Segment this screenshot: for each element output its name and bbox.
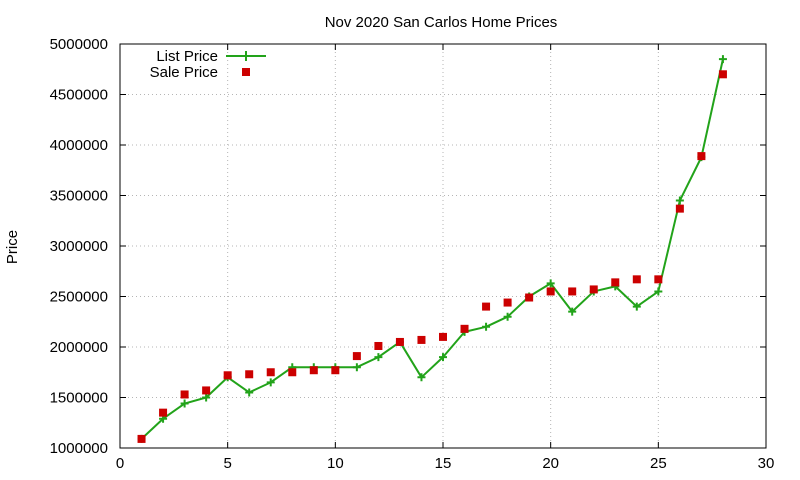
x-tick-label-10: 10 xyxy=(327,455,344,472)
point-list-price-7 xyxy=(266,378,275,387)
point-list-price-12 xyxy=(374,353,383,362)
y-tick-labels: 1000000 1500000 2000000 2500000 3000000 35000… xyxy=(50,36,108,457)
point-list-price-20 xyxy=(546,279,555,288)
point-list-price-17 xyxy=(482,322,491,331)
point-sale-price-25 xyxy=(654,275,663,284)
x-tick-labels: 0 5 10 15 20 25 30 xyxy=(116,455,775,472)
x-tick-label-15: 15 xyxy=(435,455,452,472)
point-sale-price-14 xyxy=(417,335,426,344)
axis-ticks xyxy=(119,43,767,449)
series-layer xyxy=(137,55,727,443)
x-tick-label-0: 0 xyxy=(116,455,124,472)
point-list-price-28 xyxy=(718,55,727,64)
point-list-price-26 xyxy=(675,196,684,205)
point-list-price-15 xyxy=(439,353,447,362)
legend-label-sale-price: Sale Price xyxy=(150,64,218,81)
point-list-price-14 xyxy=(417,373,426,382)
point-sale-price-17 xyxy=(482,302,491,311)
y-tick-label-5000000: 5000000 xyxy=(50,36,108,53)
legend-label-list-price: List Price xyxy=(156,48,218,65)
point-list-price-21 xyxy=(568,307,577,316)
y-tick-label-3000000: 3000000 xyxy=(50,238,108,255)
point-sale-price-13 xyxy=(395,337,404,346)
legend-marker-sale-price xyxy=(242,68,250,76)
y-tick-label-3500000: 3500000 xyxy=(50,188,108,205)
point-sale-price-16 xyxy=(460,324,469,333)
point-sale-price-11 xyxy=(352,352,361,361)
point-list-price-6 xyxy=(245,388,254,397)
point-sale-price-15 xyxy=(439,332,447,341)
legend-marker-list-price xyxy=(241,51,251,61)
point-list-price-18 xyxy=(503,312,512,321)
point-sale-price-28 xyxy=(718,70,727,79)
chart-title: Nov 2020 San Carlos Home Prices xyxy=(325,14,558,31)
point-sale-price-10 xyxy=(331,366,340,375)
point-sale-price-6 xyxy=(245,370,254,379)
point-sale-price-18 xyxy=(503,298,512,307)
point-sale-price-23 xyxy=(611,278,620,287)
x-tick-label-25: 25 xyxy=(650,455,667,472)
x-tick-label-5: 5 xyxy=(223,455,231,472)
point-sale-price-1 xyxy=(137,434,146,443)
y-tick-label-1000000: 1000000 xyxy=(50,440,108,457)
x-tick-label-20: 20 xyxy=(542,455,559,472)
series-list-price xyxy=(137,55,727,443)
x-tick-label-30: 30 xyxy=(758,455,775,472)
y-tick-label-2500000: 2500000 xyxy=(50,289,108,306)
point-sale-price-4 xyxy=(202,386,211,395)
y-tick-label-1500000: 1500000 xyxy=(50,390,108,407)
point-sale-price-2 xyxy=(159,408,168,417)
point-sale-price-27 xyxy=(697,152,706,161)
point-sale-price-7 xyxy=(266,368,275,377)
point-list-price-3 xyxy=(180,399,189,408)
point-sale-price-24 xyxy=(632,275,641,284)
point-list-price-11 xyxy=(352,363,361,372)
point-sale-price-3 xyxy=(180,390,189,399)
point-sale-price-26 xyxy=(675,204,684,213)
point-sale-price-5 xyxy=(223,371,232,380)
y-axis-label: Price xyxy=(4,230,21,264)
point-list-price-25 xyxy=(654,287,663,296)
series-sale-price xyxy=(137,70,727,443)
point-sale-price-8 xyxy=(288,368,297,377)
point-list-price-24 xyxy=(632,302,641,311)
point-sale-price-20 xyxy=(546,287,555,296)
point-sale-price-12 xyxy=(374,341,383,350)
y-tick-label-4500000: 4500000 xyxy=(50,87,108,104)
point-list-price-4 xyxy=(202,393,211,402)
y-tick-label-2000000: 2000000 xyxy=(50,339,108,356)
point-sale-price-19 xyxy=(525,293,534,302)
y-tick-label-4000000: 4000000 xyxy=(50,137,108,154)
point-sale-price-22 xyxy=(589,285,598,294)
point-sale-price-9 xyxy=(309,366,318,375)
line-list-price xyxy=(140,58,724,440)
legend: List Price Sale Price xyxy=(150,48,266,81)
point-sale-price-21 xyxy=(568,287,577,296)
